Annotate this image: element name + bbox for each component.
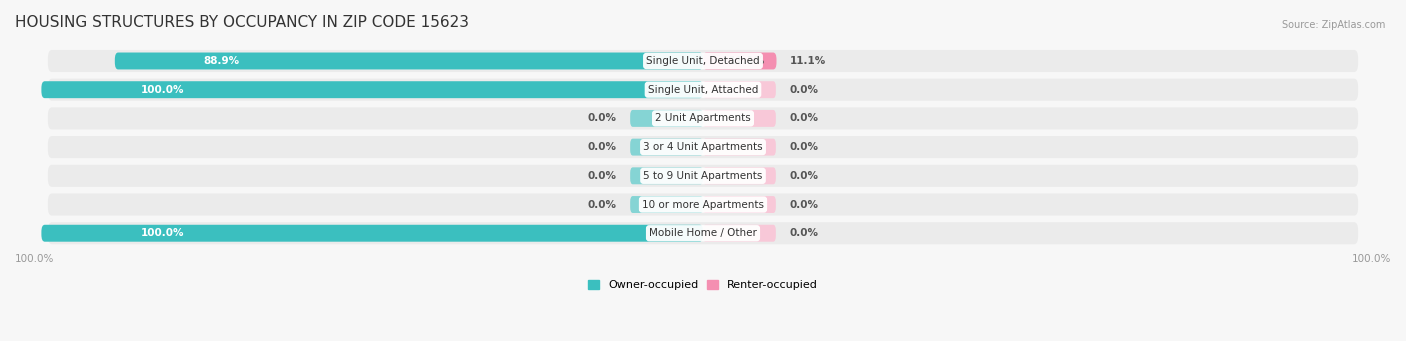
Text: 11.1%: 11.1% [790, 56, 825, 66]
Text: 10 or more Apartments: 10 or more Apartments [643, 199, 763, 209]
FancyBboxPatch shape [48, 79, 1358, 101]
Text: 100.0%: 100.0% [1351, 254, 1391, 264]
Text: 0.0%: 0.0% [789, 228, 818, 238]
Text: 0.0%: 0.0% [789, 199, 818, 209]
Text: Mobile Home / Other: Mobile Home / Other [650, 228, 756, 238]
FancyBboxPatch shape [48, 222, 1358, 244]
FancyBboxPatch shape [703, 196, 776, 213]
Text: 0.0%: 0.0% [588, 142, 617, 152]
Text: Source: ZipAtlas.com: Source: ZipAtlas.com [1281, 20, 1385, 30]
FancyBboxPatch shape [630, 196, 703, 213]
FancyBboxPatch shape [48, 107, 1358, 130]
Text: Single Unit, Attached: Single Unit, Attached [648, 85, 758, 95]
FancyBboxPatch shape [630, 139, 703, 155]
Text: 0.0%: 0.0% [789, 85, 818, 95]
FancyBboxPatch shape [48, 165, 1358, 187]
Text: 100.0%: 100.0% [141, 228, 184, 238]
FancyBboxPatch shape [630, 167, 703, 184]
FancyBboxPatch shape [48, 193, 1358, 216]
Text: 11.1%: 11.1% [730, 56, 765, 66]
Text: Single Unit, Detached: Single Unit, Detached [647, 56, 759, 66]
FancyBboxPatch shape [703, 167, 776, 184]
Text: 0.0%: 0.0% [588, 199, 617, 209]
Text: 2 Unit Apartments: 2 Unit Apartments [655, 114, 751, 123]
Text: 0.0%: 0.0% [789, 142, 818, 152]
FancyBboxPatch shape [703, 225, 776, 242]
Text: 3 or 4 Unit Apartments: 3 or 4 Unit Apartments [643, 142, 763, 152]
FancyBboxPatch shape [703, 81, 776, 98]
FancyBboxPatch shape [703, 53, 776, 70]
Text: 100.0%: 100.0% [15, 254, 55, 264]
FancyBboxPatch shape [48, 136, 1358, 158]
Text: 5 to 9 Unit Apartments: 5 to 9 Unit Apartments [644, 171, 762, 181]
Text: 0.0%: 0.0% [588, 171, 617, 181]
Text: HOUSING STRUCTURES BY OCCUPANCY IN ZIP CODE 15623: HOUSING STRUCTURES BY OCCUPANCY IN ZIP C… [15, 15, 470, 30]
Text: 0.0%: 0.0% [789, 114, 818, 123]
Text: 0.0%: 0.0% [588, 114, 617, 123]
Text: 88.9%: 88.9% [202, 56, 239, 66]
FancyBboxPatch shape [630, 110, 703, 127]
FancyBboxPatch shape [41, 225, 703, 242]
Legend: Owner-occupied, Renter-occupied: Owner-occupied, Renter-occupied [583, 275, 823, 295]
FancyBboxPatch shape [703, 110, 776, 127]
FancyBboxPatch shape [48, 50, 1358, 72]
FancyBboxPatch shape [115, 53, 703, 70]
Text: 100.0%: 100.0% [141, 85, 184, 95]
Text: 0.0%: 0.0% [789, 171, 818, 181]
FancyBboxPatch shape [703, 139, 776, 155]
FancyBboxPatch shape [41, 81, 703, 98]
